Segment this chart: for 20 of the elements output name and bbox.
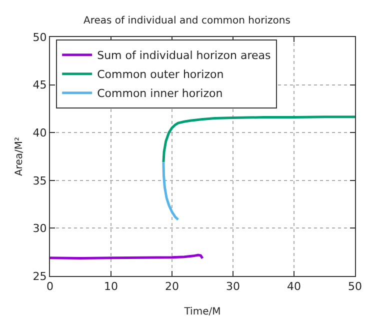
legend-label: Sum of individual horizon areas — [97, 49, 272, 62]
x-tick-label: 40 — [287, 280, 301, 294]
y-tick-label: 40 — [32, 126, 47, 140]
legend-label: Common outer horizon — [97, 68, 224, 82]
x-tick-label: 20 — [165, 280, 179, 294]
chart-title: Areas of individual and common horizons — [84, 15, 290, 26]
y-tick-label: 35 — [32, 174, 47, 188]
line-series — [162, 160, 180, 221]
x-tick-label: 10 — [104, 280, 118, 294]
x-tick-label: 0 — [46, 280, 54, 294]
y-tick-label: 50 — [32, 30, 47, 44]
x-tick-label: 30 — [226, 280, 240, 294]
legend-label: Common inner horizon — [97, 87, 223, 100]
y-tick-label: 30 — [32, 222, 47, 236]
y-tick-label: 45 — [32, 78, 47, 92]
y-tick-label: 25 — [32, 270, 47, 283]
x-axis-title: Time/M — [183, 306, 221, 318]
line-series — [162, 116, 355, 164]
x-tick-label: 50 — [348, 280, 362, 294]
y-axis-title: Area/M² — [14, 136, 25, 176]
